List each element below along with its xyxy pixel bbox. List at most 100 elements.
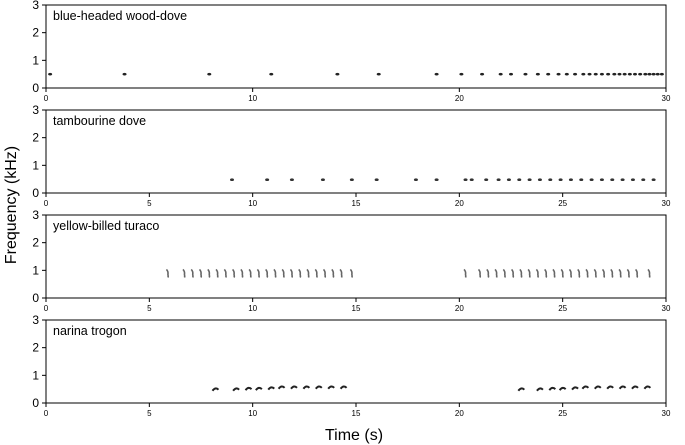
note-mark (256, 268, 260, 278)
note-mark (265, 178, 270, 182)
note-mark (568, 268, 572, 278)
y-tick-label: 1 (32, 158, 39, 172)
y-tick-label: 0 (32, 291, 39, 305)
note-mark (544, 268, 548, 278)
y-tick-label: 2 (32, 26, 39, 40)
x-tick-label: 20 (455, 304, 464, 313)
note-mark (631, 385, 639, 390)
y-tick-label: 3 (32, 208, 39, 222)
note-mark (556, 72, 561, 76)
note-mark (335, 72, 340, 76)
x-tick-label: 15 (352, 409, 361, 418)
note-mark (535, 268, 539, 278)
note-mark (587, 72, 592, 76)
panel-title: yellow-billed turaco (53, 219, 159, 233)
note-mark (230, 178, 234, 182)
note-mark (548, 386, 557, 391)
note-mark (244, 386, 253, 391)
x-tick-label: 25 (558, 304, 567, 313)
note-mark (269, 72, 274, 76)
note-mark (486, 268, 490, 278)
note-mark (320, 178, 325, 182)
note-mark (190, 268, 194, 278)
note-mark (581, 72, 586, 76)
note-mark (463, 178, 468, 182)
y-tick-label: 3 (32, 0, 39, 12)
note-mark (641, 178, 646, 182)
note-mark (207, 72, 212, 76)
x-tick-label: 10 (248, 199, 257, 208)
x-tick-label: 5 (147, 304, 152, 313)
note-mark (610, 268, 614, 278)
note-mark (267, 386, 275, 391)
y-tick-label: 3 (32, 103, 39, 117)
note-mark (302, 385, 311, 390)
note-mark (527, 178, 532, 182)
note-mark (339, 268, 343, 278)
y-tick-label: 0 (32, 81, 39, 95)
note-mark (509, 72, 513, 76)
x-tick-label: 25 (558, 409, 567, 418)
note-mark (606, 385, 614, 390)
note-mark (459, 72, 464, 76)
note-mark (469, 178, 474, 182)
note-mark (581, 385, 590, 390)
y-tick-label: 1 (32, 263, 39, 277)
note-mark (589, 178, 594, 182)
x-tick-label: 20 (455, 199, 464, 208)
note-mark (484, 178, 489, 182)
note-mark (480, 72, 485, 76)
x-tick-label: 25 (558, 199, 567, 208)
note-mark (306, 268, 310, 278)
x-tick-label: 30 (662, 94, 671, 103)
x-tick-label: 10 (248, 94, 257, 103)
note-mark (568, 178, 573, 182)
plot-frame (45, 4, 667, 89)
note-mark (593, 72, 598, 76)
x-tick-label: 10 (248, 304, 257, 313)
y-tick-label: 2 (32, 236, 39, 250)
note-mark (638, 72, 643, 76)
note-mark (560, 268, 564, 278)
x-tick-label: 30 (662, 199, 671, 208)
note-mark (165, 268, 169, 278)
x-tick-label: 20 (455, 94, 464, 103)
note-mark (594, 385, 602, 390)
note-mark (612, 72, 617, 76)
panel-title: blue-headed wood-dove (53, 9, 187, 23)
note-mark (510, 268, 515, 278)
note-mark (634, 268, 639, 278)
x-tick-label: 0 (44, 94, 49, 103)
note-mark (558, 178, 563, 182)
note-mark (265, 268, 269, 278)
note-mark (593, 268, 597, 278)
note-mark (517, 178, 522, 182)
note-mark (281, 268, 285, 278)
note-mark (122, 72, 127, 76)
x-tick-label: 0 (44, 409, 49, 418)
note-mark (290, 385, 298, 390)
x-tick-label: 5 (147, 199, 152, 208)
note-mark (626, 268, 630, 278)
note-mark (527, 268, 531, 278)
note-mark (552, 268, 556, 278)
note-mark (536, 387, 544, 392)
note-mark (537, 178, 542, 182)
panel-title: tambourine dove (53, 114, 146, 128)
note-mark (215, 268, 219, 278)
note-mark (633, 72, 637, 76)
note-mark (599, 72, 604, 76)
plot-frame (45, 319, 667, 404)
note-mark (599, 178, 604, 182)
note-mark (622, 72, 627, 76)
x-tick-label: 0 (44, 199, 49, 208)
note-mark (434, 178, 439, 182)
note-mark (498, 72, 503, 76)
note-mark (314, 268, 318, 278)
note-mark (517, 387, 526, 392)
